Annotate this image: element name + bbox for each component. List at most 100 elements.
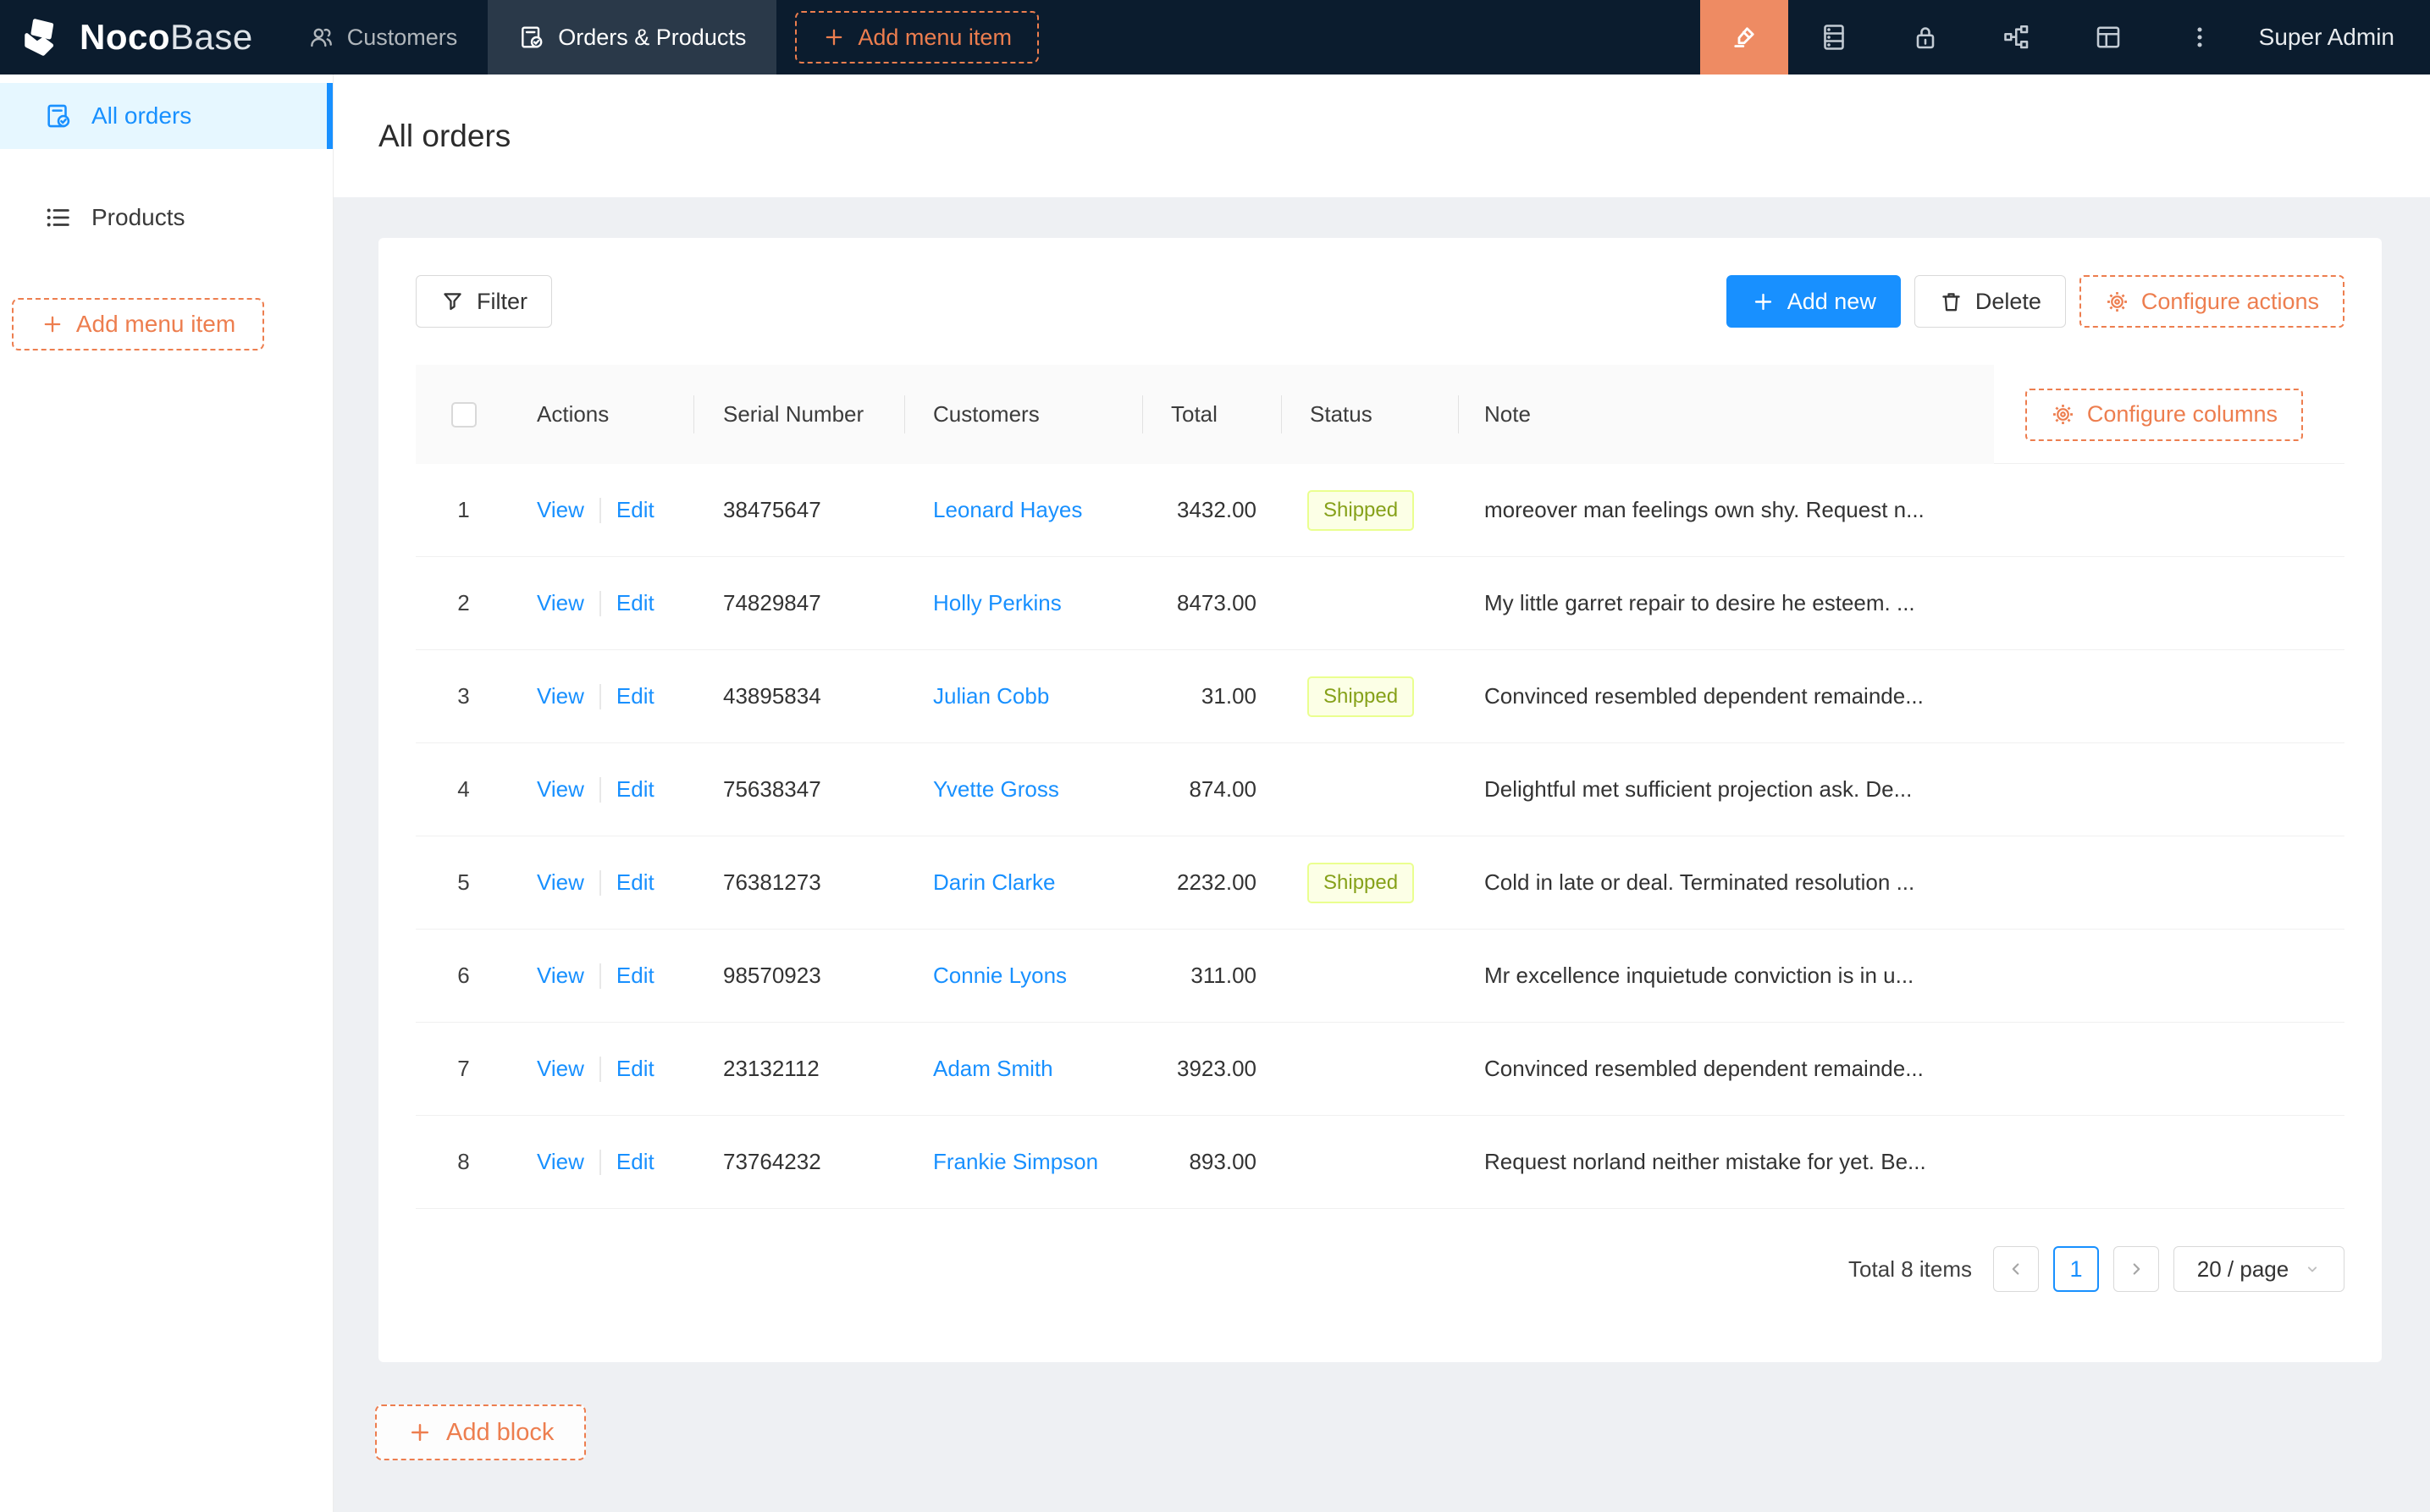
customer-link[interactable]: Holly Perkins — [933, 590, 1062, 615]
table-row: 8 View Edit 73764232 Frankie Simpson 893… — [416, 1116, 2344, 1209]
filter-label: Filter — [477, 288, 527, 314]
nav-add-menu-item-button[interactable]: Add menu item — [795, 11, 1039, 63]
sidebar-item-all-orders[interactable]: All orders — [0, 83, 333, 149]
row-actions: View Edit — [511, 1056, 694, 1082]
action-divider — [599, 869, 601, 896]
delete-button[interactable]: Delete — [1914, 275, 2066, 328]
serial-number-cell: 75638347 — [723, 776, 821, 802]
edit-link[interactable]: Edit — [616, 683, 654, 709]
list-icon — [47, 208, 69, 227]
customer-link[interactable]: Connie Lyons — [933, 963, 1068, 988]
customer-link[interactable]: Adam Smith — [933, 1056, 1053, 1081]
total-cell: 311.00 — [1190, 963, 1256, 988]
trash-icon — [1942, 292, 1960, 311]
select-all-checkbox[interactable] — [450, 401, 477, 428]
filter-button[interactable]: Filter — [416, 275, 552, 328]
action-divider — [599, 1056, 601, 1082]
view-link[interactable]: View — [537, 1149, 584, 1174]
chevron-left-icon — [2012, 1263, 2019, 1275]
page-size-value: 20 / page — [2196, 1255, 2289, 1282]
edit-link[interactable]: Edit — [616, 1056, 654, 1081]
serial-number-cell: 43895834 — [723, 683, 821, 709]
configure-actions-button[interactable]: Configure actions — [2079, 275, 2344, 328]
serial-number-cell: 38475647 — [723, 497, 821, 522]
ui-editor-toggle-button[interactable] — [1699, 0, 1788, 74]
customer-link[interactable]: Yvette Gross — [933, 776, 1059, 802]
row-index: 6 — [457, 963, 470, 988]
view-link[interactable]: View — [537, 497, 584, 522]
serial-number-cell: 23132112 — [723, 1056, 820, 1081]
nav-tab-customers[interactable]: Customers — [277, 0, 489, 74]
edit-link[interactable]: Edit — [616, 869, 654, 895]
access-control-button[interactable] — [1880, 0, 1971, 74]
nocobase-logo[interactable]: NocoBase — [0, 0, 277, 74]
nav-add-menu-item-label: Add menu item — [858, 24, 1012, 50]
layout-settings-button[interactable] — [2063, 0, 2154, 74]
table-row: 7 View Edit 23132112 Adam Smith 3923.00 … — [416, 1023, 2344, 1116]
customer-link[interactable]: Frankie Simpson — [933, 1149, 1099, 1174]
customer-link[interactable]: Leonard Hayes — [933, 497, 1083, 522]
sidebar-add-menu-item-button[interactable]: Add menu item — [12, 298, 264, 350]
row-index: 4 — [457, 776, 470, 802]
customer-link[interactable]: Darin Clarke — [933, 869, 1056, 895]
configure-columns-button[interactable]: Configure columns — [2024, 388, 2303, 441]
header-cell-select — [416, 365, 511, 464]
page-header: All orders — [334, 74, 2430, 197]
order-check-icon — [522, 26, 543, 48]
note-cell: moreover man feelings own shy. Request n… — [1484, 497, 1925, 522]
action-divider — [599, 683, 601, 709]
row-actions: View Edit — [511, 683, 694, 709]
view-link[interactable]: View — [537, 683, 584, 709]
layout-icon — [2096, 26, 2119, 48]
view-link[interactable]: View — [537, 776, 584, 802]
nav-tab-label: Orders & Products — [558, 24, 747, 50]
view-link[interactable]: View — [537, 1056, 584, 1081]
gear-icon — [2107, 291, 2127, 312]
add-new-button[interactable]: Add new — [1726, 275, 1901, 328]
table-toolbar: Filter Add new — [416, 275, 2344, 328]
plus-icon — [411, 1424, 428, 1441]
total-cell: 8473.00 — [1177, 590, 1256, 615]
logo-cube-icon — [25, 19, 54, 56]
logo-text-secondary: Base — [170, 17, 253, 57]
edit-link[interactable]: Edit — [616, 497, 654, 522]
view-link[interactable]: View — [537, 590, 584, 615]
note-cell: Cold in late or deal. Terminated resolut… — [1484, 869, 1915, 895]
workflow-button[interactable] — [1971, 0, 2063, 74]
edit-link[interactable]: Edit — [616, 1149, 654, 1174]
filter-icon — [444, 292, 461, 310]
nav-tab-orders-products[interactable]: Orders & Products — [488, 0, 777, 74]
row-index: 5 — [457, 869, 470, 895]
total-cell: 893.00 — [1189, 1149, 1256, 1174]
chevron-down-icon — [2308, 1266, 2317, 1272]
edit-link[interactable]: Edit — [616, 963, 654, 988]
pagination-page-1[interactable]: 1 — [2053, 1246, 2099, 1292]
content-area: Filter Add new — [334, 197, 2430, 1512]
action-divider — [599, 1149, 601, 1175]
more-menu-button[interactable] — [2154, 0, 2245, 74]
page-size-select[interactable]: 20 / page — [2173, 1246, 2344, 1292]
user-menu[interactable]: Super Admin — [2245, 0, 2430, 74]
sidebar-add-menu-item-label: Add menu item — [75, 311, 236, 337]
table-row: 1 View Edit 38475647 Leonard Hayes 3432.… — [416, 464, 2344, 557]
table-row: 3 View Edit 43895834 Julian Cobb 31.00 S… — [416, 650, 2344, 743]
pagination-prev-button[interactable] — [1993, 1246, 2039, 1292]
lock-icon — [1916, 27, 1934, 49]
sidebar-item-products[interactable]: Products — [0, 185, 333, 251]
edit-link[interactable]: Edit — [616, 590, 654, 615]
table-row: 6 View Edit 98570923 Connie Lyons 311.00… — [416, 930, 2344, 1023]
add-block-button[interactable]: Add block — [375, 1404, 587, 1460]
customer-link[interactable]: Julian Cobb — [933, 683, 1050, 709]
pagination-current-page: 1 — [2069, 1255, 2083, 1282]
table-header-row: Actions Serial Number Customers Total St… — [416, 365, 2344, 464]
nav-spacer — [1039, 0, 1700, 74]
view-link[interactable]: View — [537, 869, 584, 895]
status-tag: Shipped — [1307, 489, 1415, 531]
pagination-next-button[interactable] — [2113, 1246, 2159, 1292]
main-area: All orders Filter — [334, 74, 2430, 1512]
plus-icon — [1754, 293, 1771, 310]
view-link[interactable]: View — [537, 963, 584, 988]
edit-link[interactable]: Edit — [616, 776, 654, 802]
collections-manager-button[interactable] — [1788, 0, 1880, 74]
plus-icon — [826, 29, 842, 46]
